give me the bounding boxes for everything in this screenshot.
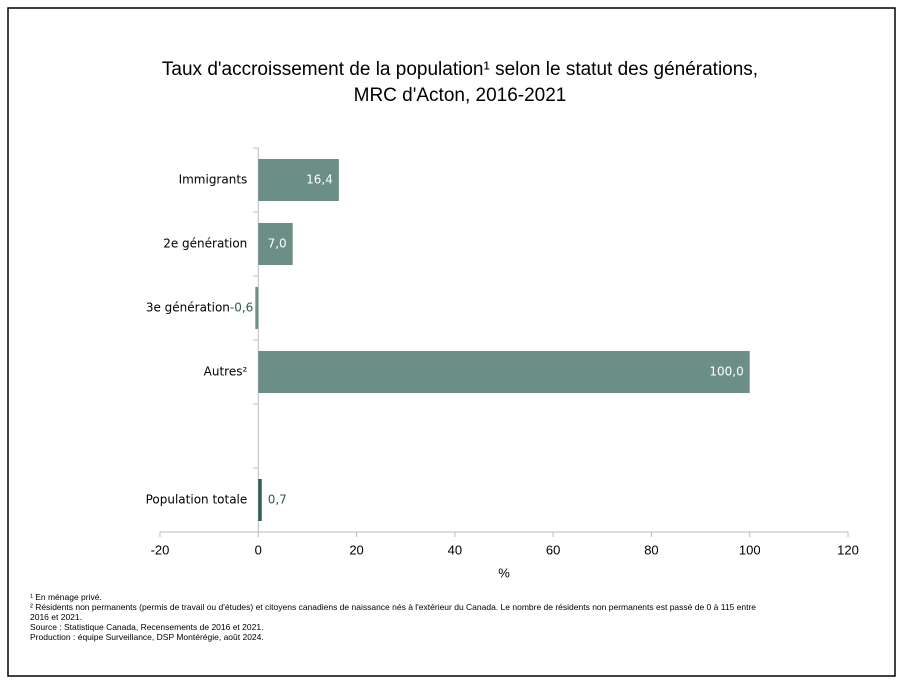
bar	[255, 287, 259, 329]
footnote: ¹ En ménage privé.	[30, 592, 102, 602]
x-tick-label: 20	[349, 542, 363, 557]
footnote: Source : Statistique Canada, Recensement…	[30, 622, 263, 632]
bar	[258, 479, 262, 521]
chart-title: MRC d'Acton, 2016-2021	[354, 85, 567, 106]
x-axis-label: %	[498, 565, 510, 580]
value-label: 0,7	[268, 493, 287, 507]
x-tick-label: 100	[739, 542, 761, 557]
bar	[258, 159, 339, 201]
y-tick-label: Immigrants	[179, 173, 248, 187]
bar	[258, 351, 750, 393]
y-tick-label: 3e génération	[146, 301, 230, 315]
footnote: 2016 et 2021.	[30, 612, 82, 622]
y-tick-label: Population totale	[146, 493, 248, 507]
y-tick-label: 2e génération	[163, 237, 247, 251]
x-tick-label: 80	[644, 542, 658, 557]
x-tick-label: 0	[255, 542, 262, 557]
bar	[258, 223, 293, 265]
value-label: 7,0	[268, 237, 287, 251]
footnote: Production : équipe Surveillance, DSP Mo…	[30, 632, 264, 642]
x-tick-label: -20	[151, 542, 170, 557]
frame	[7, 7, 896, 677]
x-tick-label: 60	[546, 542, 560, 557]
value-label: -0,6	[230, 301, 253, 315]
y-tick-label: Autres²	[204, 365, 248, 379]
x-tick-label: 120	[837, 542, 859, 557]
x-tick-label: 40	[448, 542, 462, 557]
chart-title: Taux d'accroissement de la population¹ s…	[162, 59, 758, 80]
value-label: 100,0	[709, 365, 743, 379]
footnote: ² Résidents non permanents (permis de tr…	[30, 602, 756, 612]
value-label: 16,4	[306, 173, 333, 187]
